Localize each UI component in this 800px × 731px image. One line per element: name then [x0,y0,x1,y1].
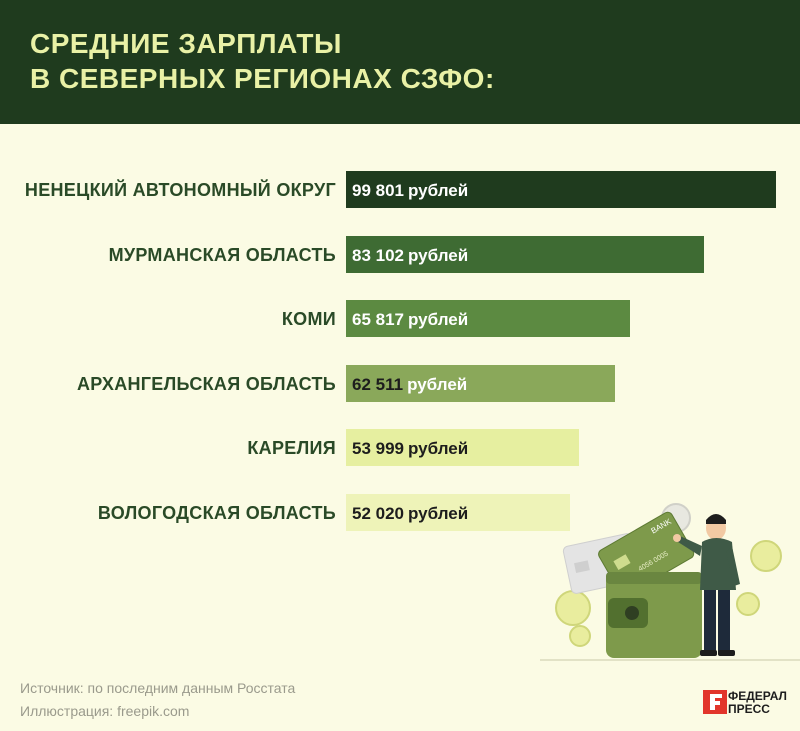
chart-title-line-2: В СЕВЕРНЫХ РЕГИОНАХ СЗФО: [30,63,495,94]
value-unit: рублей [408,310,469,329]
federal-press-logo-icon [703,690,727,714]
category-label: АРХАНГЕЛЬСКАЯ ОБЛАСТЬ [76,373,336,394]
value-unit: рублей [408,503,469,523]
wallet-icon [606,572,702,658]
coin-icon [555,590,591,626]
federal-press-logo: ФЕДЕРАЛ ПРЕСС [728,690,787,716]
value-number: 53 999 [352,439,404,458]
bar: 52 020 рублей [346,493,570,531]
data-label: 65 817 рублей [352,310,468,330]
value-unit: рублей [408,439,469,458]
coin-icon [736,592,760,616]
source-note: Источник: по последним данным Росстата [20,680,296,696]
value-number: 52 020 [352,503,404,523]
data-label: 99 801 рублей [352,181,468,201]
header-banner: СРЕДНИЕ ЗАРПЛАТЫ В СЕВЕРНЫХ РЕГИОНАХ СЗФ… [0,0,800,124]
bar: 99 801 рублей [346,171,776,208]
value-number: 65 817 [352,310,404,329]
coin-icon [750,540,782,572]
value-unit: рублей [407,374,468,394]
chart-title-line-1: СРЕДНИЕ ЗАРПЛАТЫ [30,28,342,59]
category-label: МУРМАНСКАЯ ОБЛАСТЬ [108,244,336,265]
category-label: КАРЕЛИЯ [247,438,336,458]
logo-line-2: ПРЕСС [728,702,770,716]
bar: 83 102 рублей [346,235,704,273]
data-label: 62 511 рублей [352,375,467,395]
category-label: КОМИ [281,309,336,329]
bar: 53 999 рублей [346,429,579,466]
value-number: 83 102 [352,245,404,265]
man-figure-icon [673,514,740,656]
value-unit: рублей [408,245,469,265]
wallet-illustration: BANK 4056 0005 [540,503,800,661]
data-label: 53 999 рублей [352,439,468,459]
data-label: 52 020 рублей [352,504,468,524]
value-unit: рублей [408,181,469,200]
logo-line-1: ФЕДЕРАЛ [728,689,787,703]
data-label: 83 102 рублей [352,246,468,266]
coin-icon [569,625,591,647]
value-number: 62 511 [352,374,404,394]
bar: 62 511 рублей [346,364,615,402]
illustration-credit: Иллюстрация: freepik.com [20,703,190,719]
bar: 65 817 рублей [346,300,630,337]
category-label: НЕНЕЦКИЙ АВТОНОМНЫЙ ОКРУГ [24,180,336,200]
value-number: 99 801 [352,181,404,200]
category-label: ВОЛОГОДСКАЯ ОБЛАСТЬ [97,502,336,523]
